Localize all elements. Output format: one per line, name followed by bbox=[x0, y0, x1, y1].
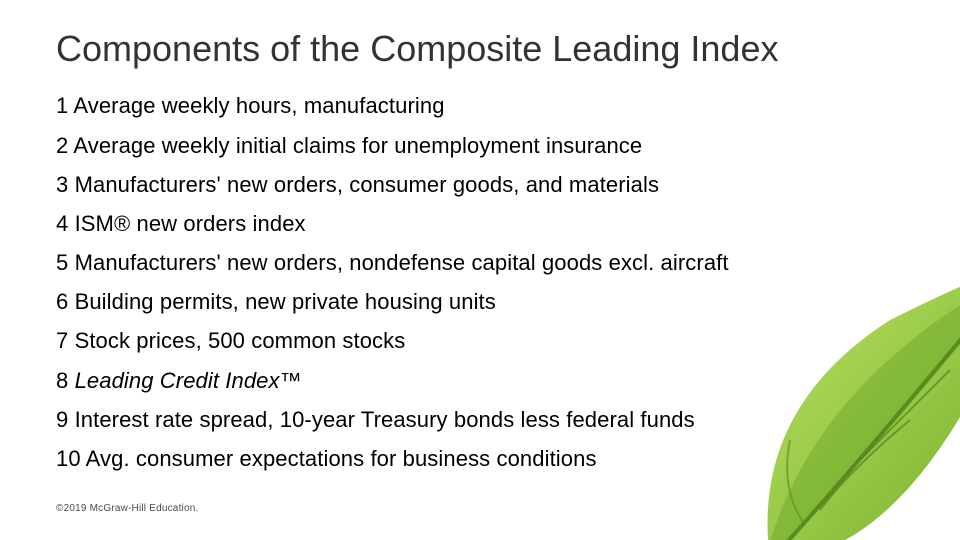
list-item: 3 Manufacturers' new orders, consumer go… bbox=[56, 171, 904, 199]
list-item: 10 Avg. consumer expectations for busine… bbox=[56, 445, 904, 473]
list-item: 7 Stock prices, 500 common stocks bbox=[56, 327, 904, 355]
list-item: 8 Leading Credit Index™ bbox=[56, 367, 904, 395]
slide-title: Components of the Composite Leading Inde… bbox=[56, 28, 904, 70]
list-item: 5 Manufacturers' new orders, nondefense … bbox=[56, 249, 904, 277]
copyright-footer: ©2019 McGraw-Hill Education. bbox=[56, 503, 198, 514]
list-item: 2 Average weekly initial claims for unem… bbox=[56, 132, 904, 160]
item-list: 1 Average weekly hours, manufacturing 2 … bbox=[56, 92, 904, 473]
list-item: 1 Average weekly hours, manufacturing bbox=[56, 92, 904, 120]
list-item: 6 Building permits, new private housing … bbox=[56, 288, 904, 316]
list-item: 9 Interest rate spread, 10-year Treasury… bbox=[56, 406, 904, 434]
list-item: 4 ISM® new orders index bbox=[56, 210, 904, 238]
slide: Components of the Composite Leading Inde… bbox=[0, 0, 960, 540]
